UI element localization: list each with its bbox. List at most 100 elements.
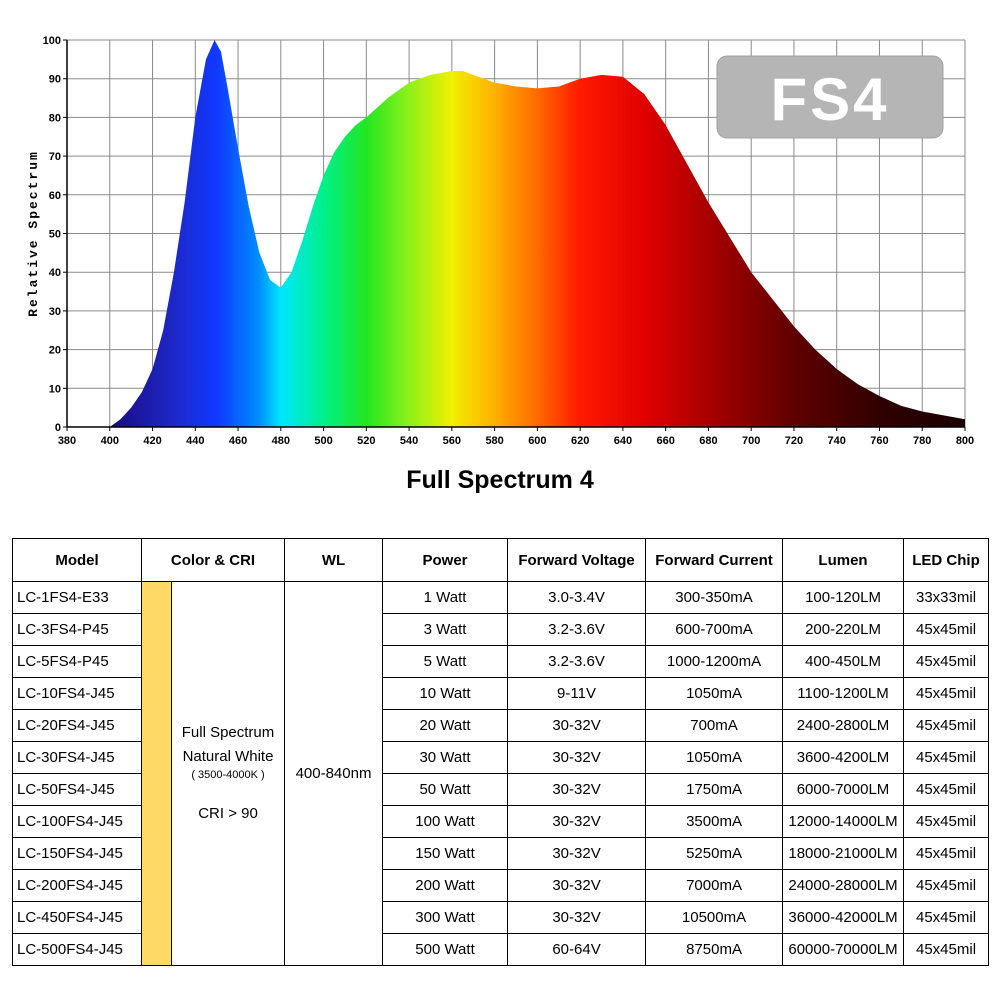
- cell-led-chip: 45x45mil: [903, 805, 990, 838]
- color-swatch: [141, 581, 172, 966]
- cell-lumen: 2400-2800LM: [782, 709, 905, 742]
- cell-lumen: 1100-1200LM: [782, 677, 905, 710]
- cell-color-cri: Full Spectrum Natural White ( 3500-4000K )…: [170, 581, 286, 966]
- spectrum-area: [109, 40, 965, 427]
- header-forward-current: Forward Current: [645, 538, 784, 582]
- table-row: LC-150FS4-J45 150 Watt 30-32V 5250mA 18000-2…: [12, 837, 990, 870]
- y-tick-label: 50: [49, 229, 61, 241]
- cell-forward-current: 10500mA: [645, 901, 784, 934]
- header-power: Power: [382, 538, 509, 582]
- y-tick-label: 0: [55, 422, 61, 434]
- table-row: LC-50FS4-J45 50 Watt 30-32V 1750mA 6000-7000…: [12, 773, 990, 806]
- cell-model: LC-50FS4-J45: [12, 773, 142, 806]
- table-row: LC-20FS4-J45 20 Watt 30-32V 700mA 2400-2800L…: [12, 709, 990, 742]
- cell-power: 300 Watt: [382, 901, 509, 934]
- cell-model: LC-100FS4-J45: [12, 805, 142, 838]
- cell-forward-voltage: 30-32V: [507, 837, 647, 870]
- y-tick-label: 30: [49, 306, 61, 318]
- x-tick-label: 740: [828, 435, 846, 447]
- x-tick-label: 680: [699, 435, 717, 447]
- cell-lumen: 60000-70000LM: [782, 933, 905, 966]
- table-row: LC-10FS4-J45 10 Watt 9-11V 1050mA 1100-1200L…: [12, 677, 990, 710]
- cell-power: 50 Watt: [382, 773, 509, 806]
- cell-model: LC-3FS4-P45: [12, 613, 142, 646]
- cell-forward-voltage: 30-32V: [507, 869, 647, 902]
- header-wl: WL: [284, 538, 384, 582]
- table-row: LC-450FS4-J45 300 Watt 30-32V 10500mA 36000-…: [12, 901, 990, 934]
- header-led-chip: LED Chip: [903, 538, 990, 582]
- cell-power: 3 Watt: [382, 613, 509, 646]
- header-lumen: Lumen: [782, 538, 905, 582]
- x-tick-label: 540: [400, 435, 418, 447]
- cell-lumen: 18000-21000LM: [782, 837, 905, 870]
- x-tick-label: 660: [656, 435, 674, 447]
- x-tick-label: 440: [186, 435, 204, 447]
- cell-power: 30 Watt: [382, 741, 509, 774]
- color-cri-line3: ( 3500-4000K ): [191, 769, 265, 781]
- cell-forward-current: 300-350mA: [645, 581, 784, 614]
- cell-model: LC-20FS4-J45: [12, 709, 142, 742]
- cell-model: LC-5FS4-P45: [12, 645, 142, 678]
- y-tick-label: 10: [49, 383, 61, 395]
- table-row: LC-5FS4-P45 5 Watt 3.2-3.6V 1000-1200mA 400-…: [12, 645, 990, 678]
- cell-forward-voltage: 3.0-3.4V: [507, 581, 647, 614]
- x-tick-label: 520: [357, 435, 375, 447]
- cell-lumen: 100-120LM: [782, 581, 905, 614]
- y-tick-label: 40: [49, 267, 61, 279]
- cell-forward-voltage: 9-11V: [507, 677, 647, 710]
- table-row: LC-3FS4-P45 3 Watt 3.2-3.6V 600-700mA 200-22…: [12, 613, 990, 646]
- cell-forward-current: 5250mA: [645, 837, 784, 870]
- cell-led-chip: 45x45mil: [903, 933, 990, 966]
- y-tick-label: 100: [43, 35, 61, 47]
- y-tick-label: 70: [49, 151, 61, 163]
- cell-power: 500 Watt: [382, 933, 509, 966]
- cell-forward-current: 600-700mA: [645, 613, 784, 646]
- x-tick-label: 700: [742, 435, 760, 447]
- spectrum-chart: 380 400 420 440 460 480 500 520 540 560 580 600 620 6…: [0, 0, 1000, 460]
- cell-forward-voltage: 3.2-3.6V: [507, 613, 647, 646]
- cell-led-chip: 45x45mil: [903, 773, 990, 806]
- y-tick-label: 60: [49, 190, 61, 202]
- cell-power: 20 Watt: [382, 709, 509, 742]
- cell-forward-current: 700mA: [645, 709, 784, 742]
- x-tick-label: 600: [528, 435, 546, 447]
- color-cri-line2: Natural White: [182, 748, 274, 766]
- cell-model: LC-10FS4-J45: [12, 677, 142, 710]
- cell-model: LC-200FS4-J45: [12, 869, 142, 902]
- y-axis-label: Relative Spectrum: [26, 150, 41, 317]
- cell-led-chip: 45x45mil: [903, 677, 990, 710]
- cell-forward-current: 7000mA: [645, 869, 784, 902]
- cell-led-chip: 45x45mil: [903, 901, 990, 934]
- cell-led-chip: 45x45mil: [903, 613, 990, 646]
- header-forward-voltage: Forward Voltage: [507, 538, 647, 582]
- cell-forward-current: 1000-1200mA: [645, 645, 784, 678]
- spec-table: Model Color & CRI WL Power Forward Volta…: [12, 538, 990, 966]
- x-tick-label: 780: [913, 435, 931, 447]
- cell-lumen: 6000-7000LM: [782, 773, 905, 806]
- x-tick-label: 380: [58, 435, 76, 447]
- y-tick-label: 20: [49, 345, 61, 357]
- cell-forward-current: 1050mA: [645, 677, 784, 710]
- x-tick-label: 800: [956, 435, 974, 447]
- table-row: LC-1FS4-E33 Full Spectrum Natural White ( 3…: [12, 581, 990, 966]
- x-tick-label: 420: [143, 435, 161, 447]
- cell-wl: 400-840nm: [284, 581, 384, 966]
- cell-model: LC-30FS4-J45: [12, 741, 142, 774]
- cell-power: 200 Watt: [382, 869, 509, 902]
- header-model: Model: [12, 538, 142, 582]
- cell-led-chip: 45x45mil: [903, 741, 990, 774]
- cell-forward-voltage: 30-32V: [507, 901, 647, 934]
- cell-forward-voltage: 60-64V: [507, 933, 647, 966]
- x-tick-label: 720: [785, 435, 803, 447]
- cell-power: 1 Watt: [382, 581, 509, 614]
- badge-box: [716, 55, 944, 139]
- cell-forward-current: 8750mA: [645, 933, 784, 966]
- cell-model: LC-500FS4-J45: [12, 933, 142, 966]
- cell-led-chip: 45x45mil: [903, 837, 990, 870]
- x-tick-label: 580: [485, 435, 503, 447]
- cell-forward-voltage: 30-32V: [507, 773, 647, 806]
- cell-forward-current: 1050mA: [645, 741, 784, 774]
- table-header-row: Model Color & CRI WL Power Forward Volta…: [12, 538, 990, 582]
- cell-forward-voltage: 30-32V: [507, 741, 647, 774]
- cell-lumen: 12000-14000LM: [782, 805, 905, 838]
